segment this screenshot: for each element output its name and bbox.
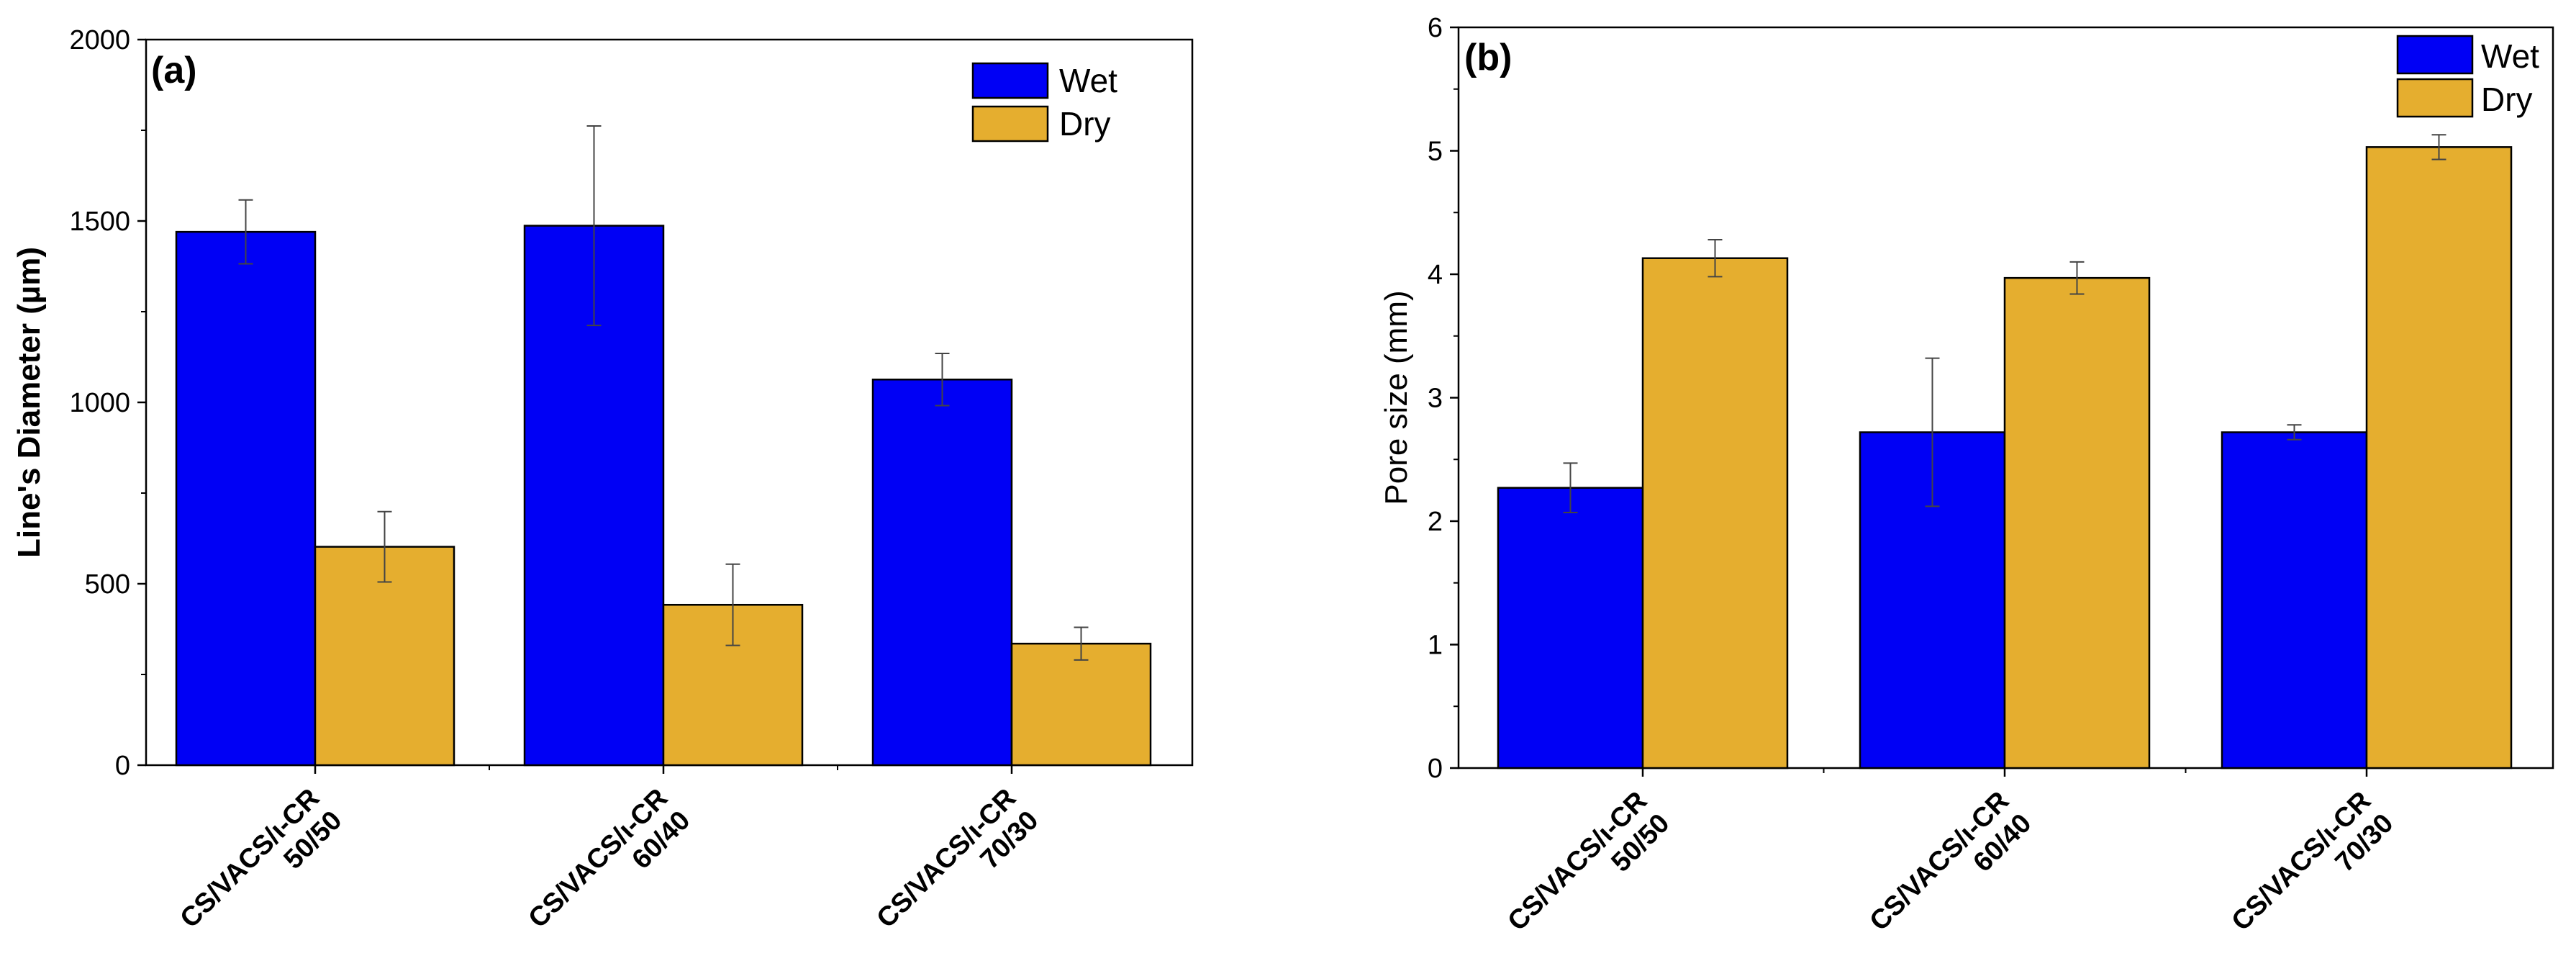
- bar-wet-1: [175, 230, 317, 767]
- y-tick-label: 1000: [69, 388, 130, 418]
- legend-label-dry: Dry: [2481, 81, 2533, 118]
- chart-panel-a: 0 500 1000 1500 2000 Line's Diameter (µm) CS/V…: [12, 25, 1194, 934]
- legend-label-wet: Wet: [2481, 37, 2539, 75]
- y-tick-label: 500: [85, 569, 130, 600]
- legend-swatch-dry: [971, 105, 1049, 143]
- y-tick-label: 1: [1428, 631, 1443, 661]
- y-tick-label: 3: [1428, 384, 1443, 414]
- bar-wet-3: [2221, 431, 2368, 769]
- legend: Wet Dry: [971, 62, 1117, 143]
- y-tick-label: 4: [1428, 260, 1443, 290]
- y-tick-label: 1500: [69, 207, 130, 237]
- y-axis-title: Pore size (mm): [1379, 290, 1414, 505]
- legend: Wet Dry: [2396, 35, 2539, 118]
- y-axis-title: Line's Diameter (µm): [12, 247, 47, 558]
- y-tick-label: 0: [1428, 754, 1443, 784]
- y-tick-label: 2000: [69, 25, 130, 55]
- bar-dry-1: [1641, 257, 1789, 769]
- y-tick-label: 0: [115, 751, 130, 781]
- bar-wet-1: [1497, 487, 1644, 769]
- legend-swatch-wet: [2396, 35, 2474, 75]
- legend-label-wet: Wet: [1059, 62, 1117, 99]
- panel-label: (b): [1464, 37, 1512, 78]
- bar-dry-1: [314, 546, 455, 767]
- y-tick-label: 2: [1428, 507, 1443, 537]
- legend-swatch-wet: [971, 62, 1049, 99]
- bar-wet-3: [871, 378, 1013, 767]
- legend-swatch-dry: [2396, 78, 2474, 118]
- legend-label-dry: Dry: [1059, 105, 1111, 143]
- y-tick-label: 5: [1428, 137, 1443, 167]
- panel-label: (a): [151, 50, 197, 91]
- bar-dry-3: [1010, 642, 1152, 767]
- y-tick-label: 6: [1428, 13, 1443, 43]
- bar-dry-2: [2003, 276, 2151, 769]
- bar-dry-3: [2365, 146, 2513, 769]
